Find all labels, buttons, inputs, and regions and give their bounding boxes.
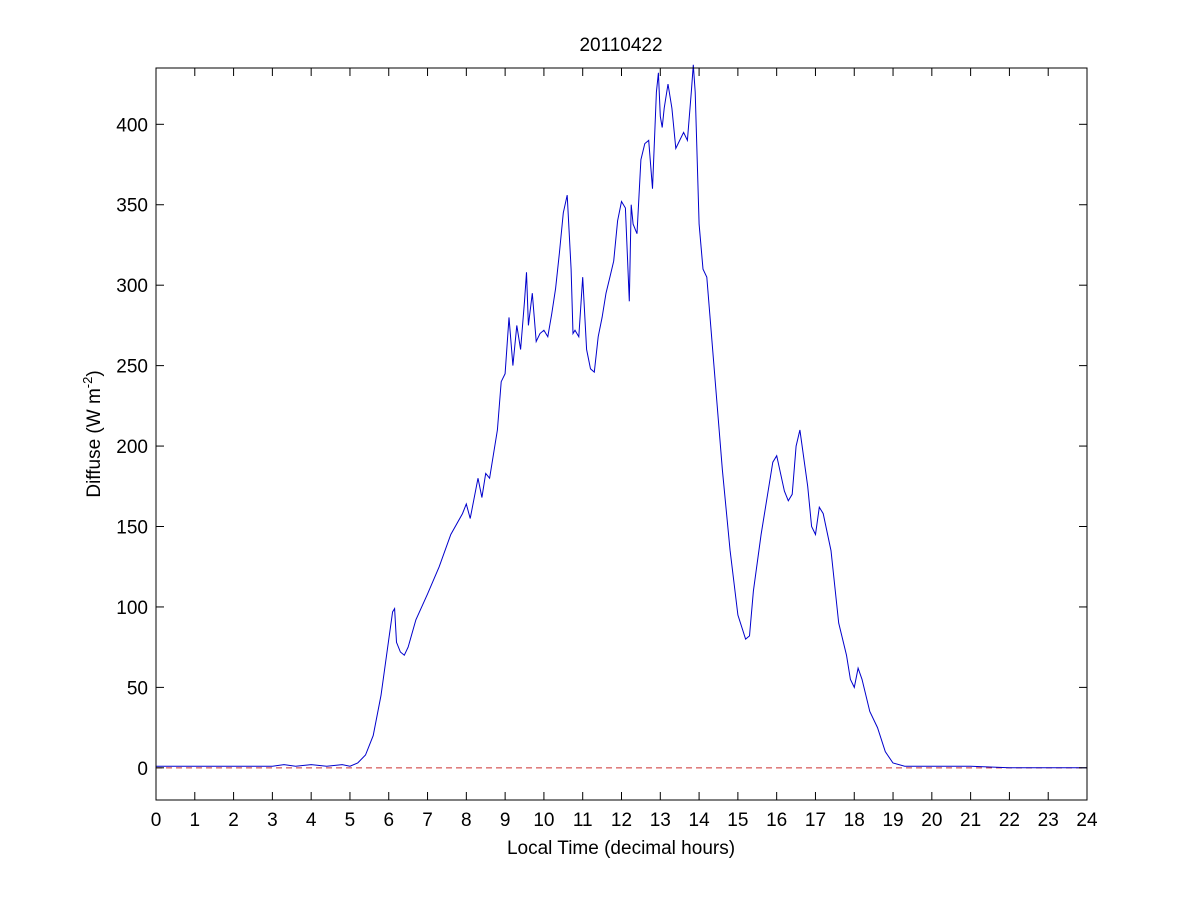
x-tick-label: 2	[228, 810, 239, 831]
x-tick-label: 19	[882, 810, 903, 831]
x-tick-label: 7	[422, 810, 433, 831]
x-tick-label: 17	[805, 810, 826, 831]
x-tick-label: 9	[500, 810, 511, 831]
x-tick-label: 23	[1038, 810, 1059, 831]
x-tick-label: 6	[383, 810, 394, 831]
chart-title: 20110422	[579, 35, 662, 56]
x-tick-label: 0	[151, 810, 162, 831]
y-tick-label: 0	[137, 759, 148, 780]
y-tick-label: 300	[116, 276, 148, 297]
x-tick-label: 11	[573, 810, 593, 831]
x-tick-label: 22	[999, 810, 1020, 831]
x-tick-label: 18	[844, 810, 865, 831]
x-tick-label: 14	[689, 810, 711, 831]
y-tick-label: 50	[127, 678, 148, 699]
x-tick-label: 24	[1076, 810, 1098, 831]
plot-area	[156, 64, 1087, 769]
x-tick-label: 13	[650, 810, 671, 831]
y-tick-label: 250	[116, 357, 148, 378]
y-axis-ticks: 0 50 100 150 200 250 300 350 400	[116, 115, 1087, 780]
x-tick-label: 16	[766, 810, 787, 831]
x-tick-label: 8	[461, 810, 472, 831]
y-axis-label-suffix: )	[84, 370, 105, 376]
x-tick-label: 1	[190, 810, 201, 831]
y-axis-label-exponent: -2	[80, 377, 95, 389]
x-tick-label: 12	[611, 810, 632, 831]
y-axis-label-main: Diffuse (W m	[84, 388, 105, 497]
x-tick-label: 10	[533, 810, 554, 831]
diffuse-series-line	[156, 64, 1087, 769]
x-tick-label: 3	[267, 810, 278, 831]
y-tick-label: 350	[116, 196, 148, 217]
x-tick-label: 15	[727, 810, 748, 831]
x-tick-label: 4	[306, 810, 317, 831]
y-tick-label: 400	[116, 115, 148, 136]
y-axis-label: Diffuse (W m-2)	[80, 370, 105, 497]
x-tick-label: 5	[345, 810, 356, 831]
x-tick-label: 20	[921, 810, 942, 831]
axes-frame	[155, 67, 1088, 801]
y-tick-label: 100	[116, 598, 148, 619]
y-tick-label: 200	[116, 437, 148, 458]
x-axis-label: Local Time (decimal hours)	[507, 838, 735, 859]
y-tick-label: 150	[116, 518, 148, 539]
x-axis-ticks: 0 1 2 3 4 5 6 7 8 9 10 11 12 13 14 15 16 17 18 19 20 21 22 23 24	[151, 68, 1098, 831]
x-tick-label: 21	[960, 810, 981, 831]
